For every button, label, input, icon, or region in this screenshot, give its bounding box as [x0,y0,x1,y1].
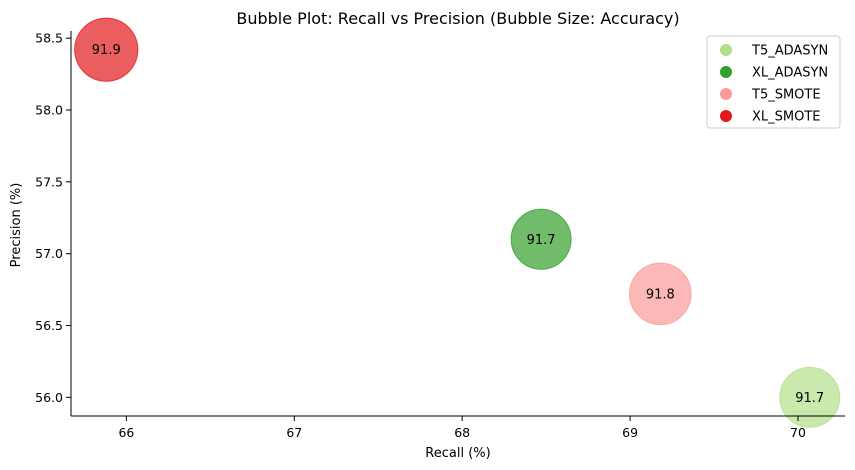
bubble-value-label: 91.7 [795,391,824,406]
legend-marker-xl-smote [720,110,732,122]
y-tick-label: 58.0 [35,103,63,118]
x-axis-title: Recall (%) [425,446,490,461]
legend-label: XL_SMOTE [752,110,821,125]
x-tick-label: 69 [622,425,638,440]
legend-label: T5_ADASYN [751,44,828,59]
y-tick-label: 57.0 [35,246,63,261]
y-tick-label: 56.0 [35,390,63,405]
bubbles-layer: 91.7 91.7 91.8 91.9 [74,17,841,428]
chart-title: Bubble Plot: Recall vs Precision (Bubble… [236,9,679,28]
legend-label: XL_ADASYN [752,66,828,81]
bubble-value-label: 91.7 [527,233,556,248]
y-axis-title: Precision (%) [9,183,24,268]
legend-marker-xl-adasyn [720,66,732,78]
bubble-xl-adasyn [510,208,572,270]
y-tick-label: 56.5 [35,318,63,333]
legend-marker-t5-smote [720,88,732,100]
axes [70,31,845,417]
legend-marker-t5-adasyn [720,44,732,56]
x-tick-label: 70 [790,425,806,440]
x-tick-label: 67 [286,425,302,440]
legend: T5_ADASYN XL_ADASYN T5_SMOTE XL_SMOTE [706,35,841,129]
y-ticks: 56.0 56.5 57.0 57.5 58.0 58.5 [35,31,71,405]
x-ticks: 66 67 68 69 70 [118,416,806,440]
bubble-xl-smote [74,17,139,82]
x-tick-label: 66 [118,425,134,440]
legend-box [706,35,841,129]
legend-label: T5_SMOTE [751,88,821,103]
y-tick-label: 57.5 [35,174,63,189]
bubble-t5-smote [629,262,692,326]
bubble-value-label: 91.9 [92,43,121,58]
bubble-t5-adasyn [779,366,841,428]
x-tick-label: 68 [454,425,470,440]
bubble-value-label: 91.8 [646,287,675,302]
y-tick-label: 58.5 [35,31,63,46]
